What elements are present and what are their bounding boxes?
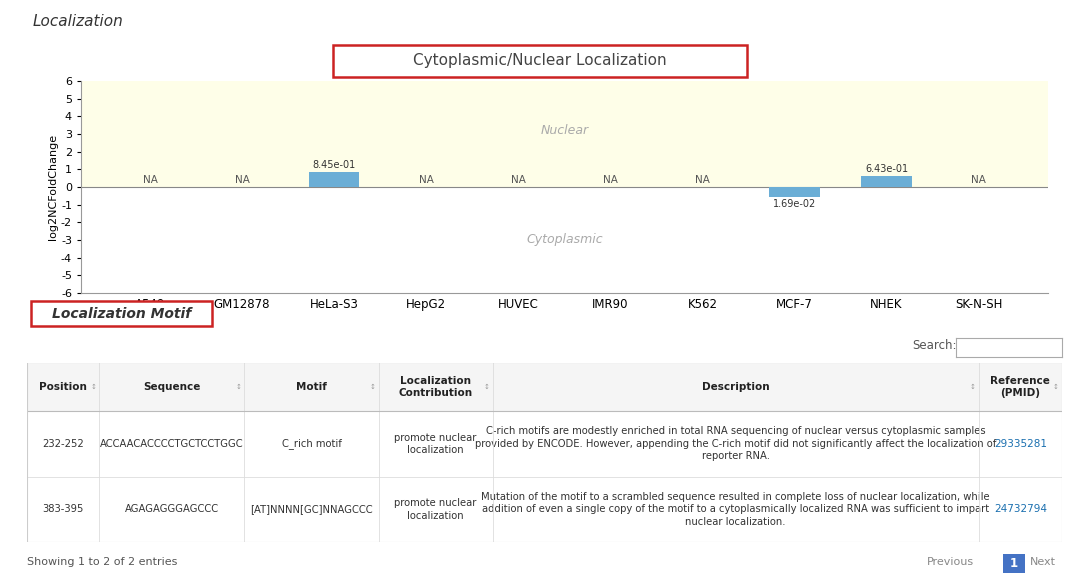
Text: Mutation of the motif to a scrambled sequence resulted in complete loss of nucle: Mutation of the motif to a scrambled seq…	[482, 492, 990, 527]
Text: C-rich motifs are modestly enriched in total RNA sequencing of nuclear versus cy: C-rich motifs are modestly enriched in t…	[475, 426, 997, 461]
Text: NA: NA	[971, 175, 986, 185]
Text: 24732794: 24732794	[994, 505, 1047, 514]
FancyBboxPatch shape	[333, 45, 747, 77]
Text: Sequence: Sequence	[144, 382, 201, 392]
Bar	[27, 477, 1062, 542]
Bar	[27, 362, 1062, 411]
Text: Localization Motif: Localization Motif	[52, 307, 191, 321]
Text: 1.69e-02: 1.69e-02	[773, 200, 816, 209]
Text: 383-395: 383-395	[42, 505, 84, 514]
Text: NA: NA	[694, 175, 710, 185]
Bar	[81, 187, 1048, 293]
Text: promote nuclear
localization: promote nuclear localization	[394, 498, 477, 521]
Text: Localization: Localization	[32, 14, 123, 30]
Text: Localization
Contribution: Localization Contribution	[399, 376, 473, 398]
Text: C_rich motif: C_rich motif	[282, 438, 341, 450]
Text: Cytoplasmic/Nuclear Localization: Cytoplasmic/Nuclear Localization	[414, 53, 666, 68]
Text: ↕: ↕	[484, 384, 489, 390]
Text: NA: NA	[419, 175, 434, 185]
Text: NA: NA	[511, 175, 526, 185]
Bar	[27, 411, 1062, 477]
Y-axis label: log2NCFoldChange: log2NCFoldChange	[49, 134, 58, 240]
Text: Showing 1 to 2 of 2 entries: Showing 1 to 2 of 2 entries	[27, 557, 177, 567]
Text: Reference
(PMID): Reference (PMID)	[990, 376, 1050, 398]
Text: ↕: ↕	[1053, 384, 1058, 390]
Text: Previous: Previous	[927, 557, 974, 567]
Text: ACCAACACCCCTGCTCCTGGC: ACCAACACCCCTGCTCCTGGC	[100, 439, 244, 449]
Bar	[309, 172, 360, 187]
Text: Motif: Motif	[296, 382, 327, 392]
Bar	[769, 187, 820, 197]
Text: NA: NA	[234, 175, 249, 185]
Text: 1: 1	[1010, 557, 1018, 570]
Text: AGAGAGGGAGCCC: AGAGAGGGAGCCC	[125, 505, 219, 514]
Text: 232-252: 232-252	[42, 439, 84, 449]
Text: ↕: ↕	[235, 384, 241, 390]
Text: ↕: ↕	[369, 384, 376, 390]
Text: NA: NA	[603, 175, 618, 185]
Text: NA: NA	[143, 175, 158, 185]
Text: Cytoplasmic: Cytoplasmic	[526, 234, 603, 246]
FancyBboxPatch shape	[30, 301, 212, 327]
Text: [AT]NNNN[GC]NNAGCCC: [AT]NNNN[GC]NNAGCCC	[251, 505, 373, 514]
Bar	[81, 81, 1048, 187]
Bar	[861, 176, 912, 187]
Text: Next: Next	[1030, 557, 1056, 567]
Text: Nuclear: Nuclear	[540, 124, 589, 137]
Text: 6.43e-01: 6.43e-01	[865, 164, 908, 174]
Text: promote nuclear
localization: promote nuclear localization	[394, 433, 477, 455]
Text: Search:: Search:	[913, 339, 957, 351]
Text: 29335281: 29335281	[994, 439, 1047, 449]
Text: Description: Description	[702, 382, 770, 392]
Text: Position: Position	[39, 382, 87, 392]
Text: 8.45e-01: 8.45e-01	[312, 161, 355, 171]
Text: ↕: ↕	[970, 384, 975, 390]
Text: ↕: ↕	[91, 384, 96, 390]
